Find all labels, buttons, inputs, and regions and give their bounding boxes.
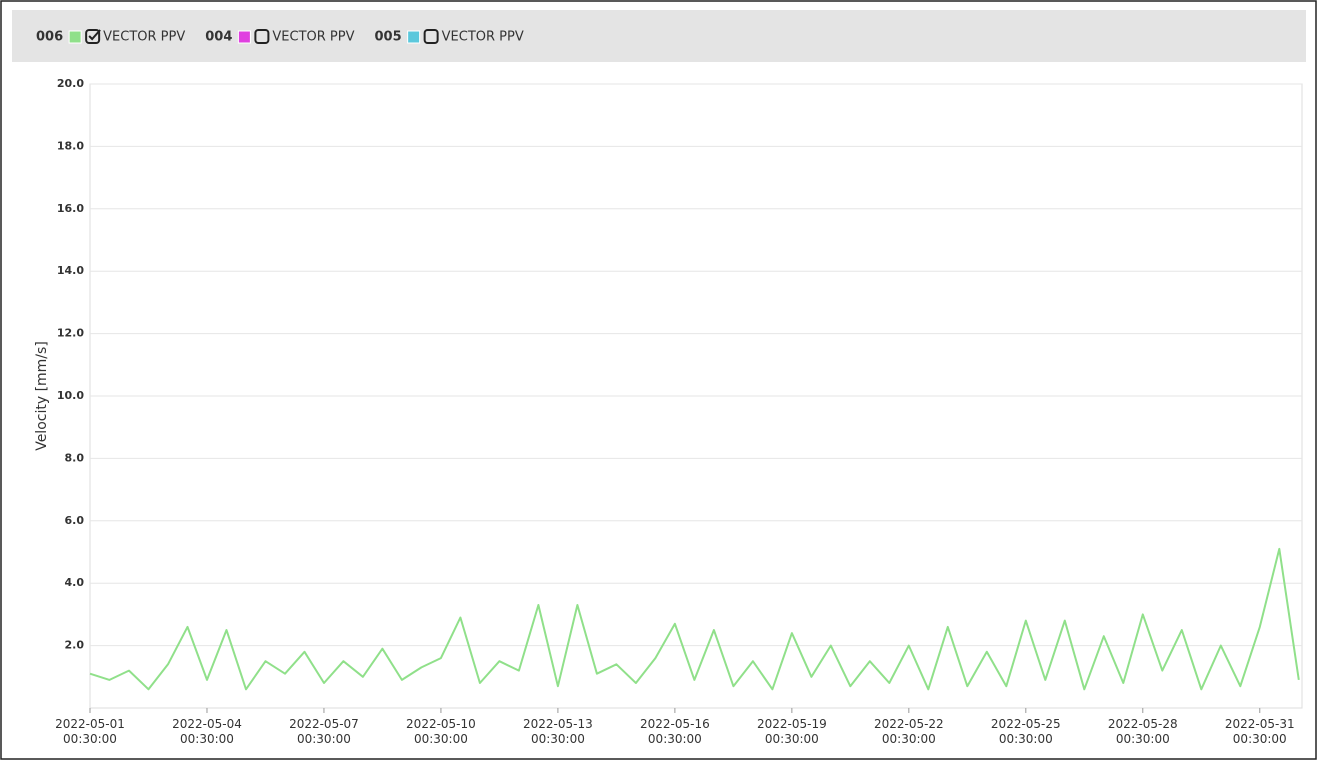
x-tick-label: 2022-05-01 00:30:00 bbox=[55, 717, 125, 746]
y-tick-label: 18.0 bbox=[57, 139, 84, 152]
y-tick-label: 8.0 bbox=[65, 451, 85, 464]
x-tick-label: 2022-05-13 00:30:00 bbox=[523, 717, 593, 746]
checkbox[interactable] bbox=[85, 29, 101, 44]
y-tick-label: 6.0 bbox=[65, 514, 85, 527]
x-tick-label: 2022-05-10 00:30:00 bbox=[406, 717, 476, 746]
legend: 006 VECTOR PPV 004 VECTOR PPV 005 VECTOR PPV bbox=[36, 29, 524, 45]
y-tick-label: 10.0 bbox=[57, 389, 84, 402]
legend-item[interactable]: 005 VECTOR PPV bbox=[375, 29, 524, 45]
legend-swatch bbox=[237, 30, 251, 44]
x-tick-label: 2022-05-04 00:30:00 bbox=[172, 717, 242, 746]
x-tick-label: 2022-05-31 00:30:00 bbox=[1225, 717, 1295, 746]
x-tick-label: 2022-05-22 00:30:00 bbox=[874, 717, 944, 746]
legend-item[interactable]: 006 VECTOR PPV bbox=[36, 29, 185, 45]
x-tick-label: 2022-05-25 00:30:00 bbox=[991, 717, 1061, 746]
legend-name: 004 bbox=[205, 30, 232, 45]
legend-label: VECTOR PPV bbox=[103, 30, 185, 45]
y-tick-label: 12.0 bbox=[57, 327, 84, 340]
y-tick-label: 14.0 bbox=[57, 264, 84, 277]
legend-swatch bbox=[407, 30, 421, 44]
checkmark bbox=[88, 29, 101, 41]
x-tick-label: 2022-05-19 00:30:00 bbox=[757, 717, 827, 746]
legend-label: VECTOR PPV bbox=[272, 30, 354, 45]
checkbox[interactable] bbox=[423, 29, 439, 44]
series-line bbox=[89, 547, 1300, 691]
x-tick-label: 2022-05-16 00:30:00 bbox=[640, 717, 710, 746]
legend-swatch bbox=[68, 30, 82, 44]
y-axis-label: Velocity [mm/s] bbox=[34, 341, 50, 451]
y-tick-label: 4.0 bbox=[65, 576, 85, 589]
y-tick-label: 2.0 bbox=[65, 639, 85, 652]
legend-name: 005 bbox=[375, 30, 402, 45]
legend-bar bbox=[12, 10, 1306, 62]
legend-label: VECTOR PPV bbox=[442, 30, 524, 45]
checkbox[interactable] bbox=[254, 29, 270, 44]
legend-name: 006 bbox=[36, 30, 63, 45]
legend-item[interactable]: 004 VECTOR PPV bbox=[205, 29, 355, 45]
y-tick-label: 20.0 bbox=[57, 77, 84, 90]
x-tick-label: 2022-05-28 00:30:00 bbox=[1108, 717, 1178, 746]
y-tick-label: 16.0 bbox=[57, 202, 84, 215]
x-tick-label: 2022-05-07 00:30:00 bbox=[289, 717, 359, 746]
